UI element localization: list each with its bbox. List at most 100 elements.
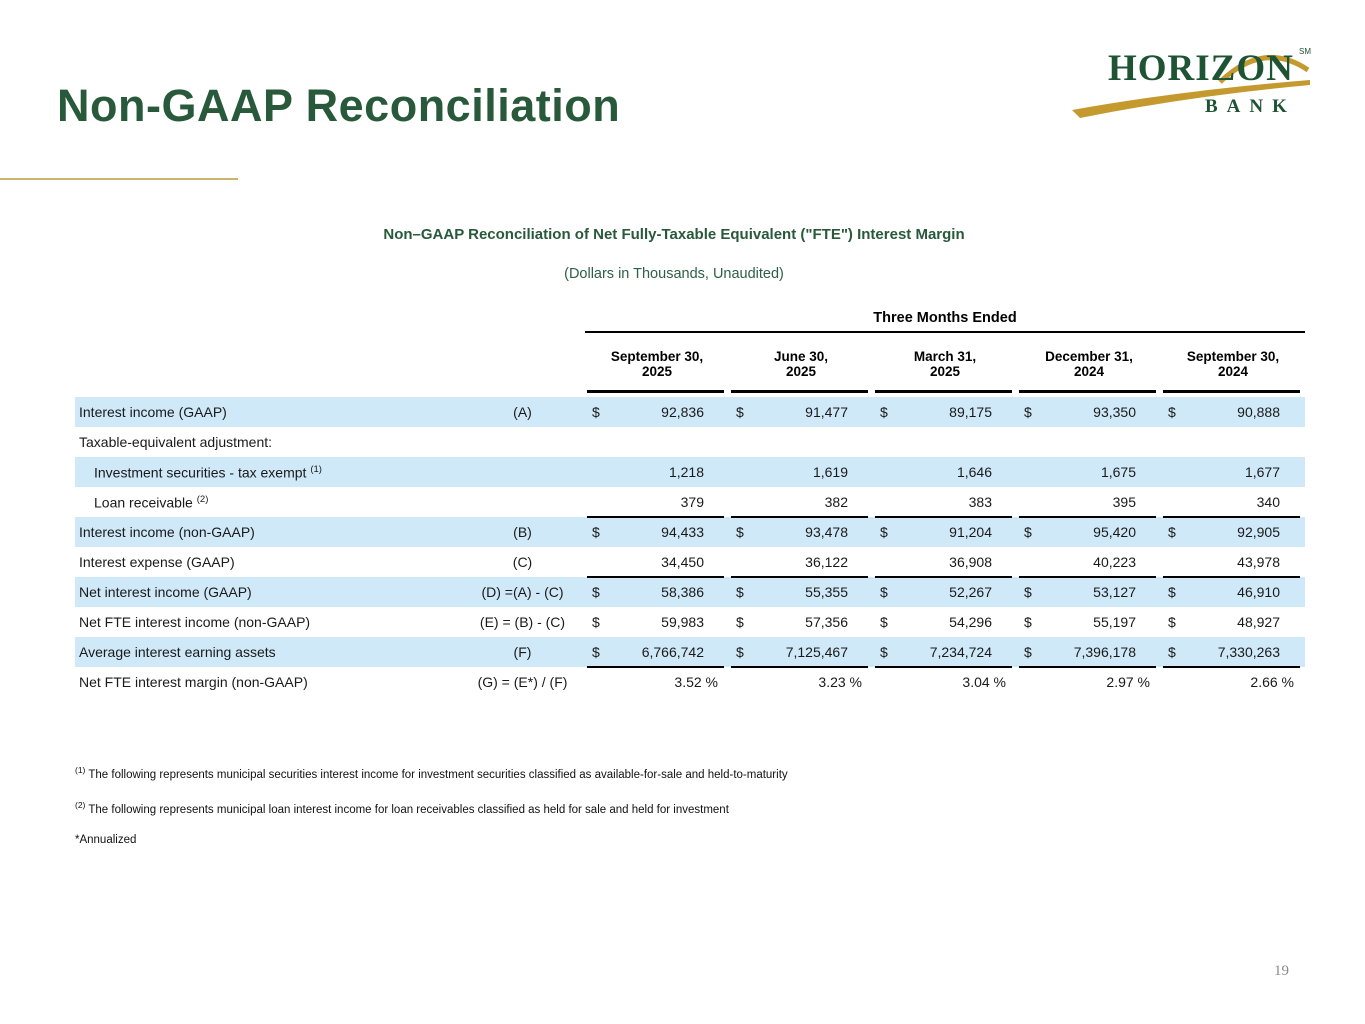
cell-value: 383 [968, 494, 992, 510]
cell-value: 1,218 [668, 464, 704, 480]
row-formula: (C) [512, 554, 533, 570]
column-header: September 30, 2025 [585, 349, 729, 393]
data-cell: $54,296 [873, 607, 1017, 637]
footnote: (2) The following represents municipal l… [75, 799, 788, 817]
cell-value: 7,396,178 [1073, 644, 1136, 660]
dollar-sign: $ [736, 584, 744, 600]
table-subtitle: (Dollars in Thousands, Unaudited) [564, 266, 784, 282]
cell-value: 395 [1112, 494, 1136, 510]
table-row: Loan receivable (2) 379 382 383 395 340 [75, 487, 1305, 518]
cell-value: 53,127 [1093, 584, 1136, 600]
logo-brand-text: HORIZON [1108, 48, 1294, 89]
cell-value: 1,619 [812, 464, 848, 480]
data-cell: $90,888 [1161, 397, 1305, 427]
cell-value: 93,350 [1093, 404, 1136, 420]
logo-trademark-text: SM [1299, 47, 1311, 56]
dollar-sign: $ [592, 584, 600, 600]
row-formula: (A) [513, 404, 532, 420]
row-label: Interest income (GAAP) [75, 404, 460, 420]
footnote-ref: (1) [310, 463, 322, 475]
column-header-line1: December 31, [1045, 349, 1133, 364]
data-cell: $94,433 [585, 517, 729, 547]
data-cell: $7,330,263 [1161, 637, 1305, 668]
data-cell: $57,356 [729, 607, 873, 637]
data-cell: $93,350 [1017, 397, 1161, 427]
footnote-text: The following represents municipal loan … [88, 803, 729, 816]
page-number: 19 [1274, 963, 1289, 979]
cell-value: 34,450 [661, 554, 704, 570]
cell-value: 55,197 [1093, 614, 1136, 630]
cell-value: 6,766,742 [641, 644, 704, 660]
dollar-sign: $ [1168, 524, 1176, 540]
data-cell: $48,927 [1161, 607, 1305, 637]
dollar-sign: $ [736, 614, 744, 630]
data-cell: 1,677 [1161, 457, 1305, 487]
dollar-sign: $ [1024, 644, 1032, 660]
data-cell: $92,905 [1161, 517, 1305, 547]
table-row: Net FTE interest margin (non-GAAP) (G) = … [75, 667, 1305, 697]
cell-value: 340 [1256, 494, 1280, 510]
row-label: Interest expense (GAAP) [75, 554, 460, 570]
cell-value: 55,355 [805, 584, 848, 600]
data-cell: 40,223 [1017, 547, 1161, 578]
group-header: Three Months Ended [585, 310, 1305, 333]
data-cell: $89,175 [873, 397, 1017, 427]
cell-value: 46,910 [1237, 584, 1280, 600]
data-cell: 3.04 % [873, 667, 1017, 697]
data-cell: $91,477 [729, 397, 873, 427]
data-cell: 34,450 [585, 547, 729, 578]
row-label-text: Interest expense (GAAP) [79, 554, 235, 570]
data-cell: $7,234,724 [873, 637, 1017, 668]
dollar-sign: $ [880, 524, 888, 540]
data-cell: 1,619 [729, 457, 873, 487]
row-label: Interest income (non-GAAP) [75, 524, 460, 540]
data-cell: 36,122 [729, 547, 873, 578]
column-header-line1: March 31, [913, 349, 977, 364]
cell-value: 1,677 [1244, 464, 1280, 480]
dollar-sign: $ [592, 644, 600, 660]
cell-value: 3.52 % [674, 674, 718, 690]
row-label-text: Net FTE interest income (non-GAAP) [79, 614, 311, 630]
logo-arc-icon [1218, 55, 1310, 84]
logo-graphic: HORIZON SM BANK [1072, 47, 1311, 118]
row-label: Net interest income (GAAP) [75, 584, 460, 600]
table-row: Taxable-equivalent adjustment: [75, 427, 1305, 457]
footnote: (1) The following represents municipal s… [75, 764, 788, 782]
cell-value: 58,386 [661, 584, 704, 600]
row-formula: (G) = (E*) / (F) [477, 674, 568, 690]
cell-value: 1,675 [1100, 464, 1136, 480]
data-cell: 43,978 [1161, 547, 1305, 578]
data-cell [585, 427, 729, 457]
column-header: September 30, 2024 [1161, 349, 1305, 393]
data-cell [1161, 427, 1305, 457]
footnote-marker: (2) [75, 799, 86, 810]
title-underline [0, 178, 238, 180]
data-cell [729, 427, 873, 457]
cell-value: 2.97 % [1106, 674, 1150, 690]
data-cell: 382 [729, 487, 873, 518]
data-cell: 36,908 [873, 547, 1017, 578]
footnote-ref: (2) [196, 493, 209, 505]
footnote: *Annualized [75, 834, 788, 847]
dollar-sign: $ [880, 404, 888, 420]
data-cell: 2.66 % [1161, 667, 1305, 697]
cell-value: 2.66 % [1250, 674, 1294, 690]
logo-bank-text: BANK [1205, 96, 1296, 117]
data-cell: $6,766,742 [585, 637, 729, 668]
dollar-sign: $ [1024, 404, 1032, 420]
cell-value: 36,122 [805, 554, 848, 570]
dollar-sign: $ [1168, 404, 1176, 420]
data-cell: $92,836 [585, 397, 729, 427]
data-cell: 395 [1017, 487, 1161, 518]
cell-value: 59,983 [661, 614, 704, 630]
column-header-line2: 2025 [641, 364, 673, 379]
cell-value: 7,125,467 [785, 644, 848, 660]
row-formula: (B) [513, 524, 532, 540]
data-cell: $53,127 [1017, 577, 1161, 607]
table-row: Interest income (GAAP) (A) $92,836 $91,477 $… [75, 397, 1305, 427]
dollar-sign: $ [1168, 584, 1176, 600]
footnote-text: The following represents municipal secur… [88, 768, 788, 781]
cell-value: 93,478 [805, 524, 848, 540]
row-formula: (E) = (B) - (C) [479, 614, 566, 630]
table-row: Net FTE interest income (non-GAAP) (E) = … [75, 607, 1305, 637]
